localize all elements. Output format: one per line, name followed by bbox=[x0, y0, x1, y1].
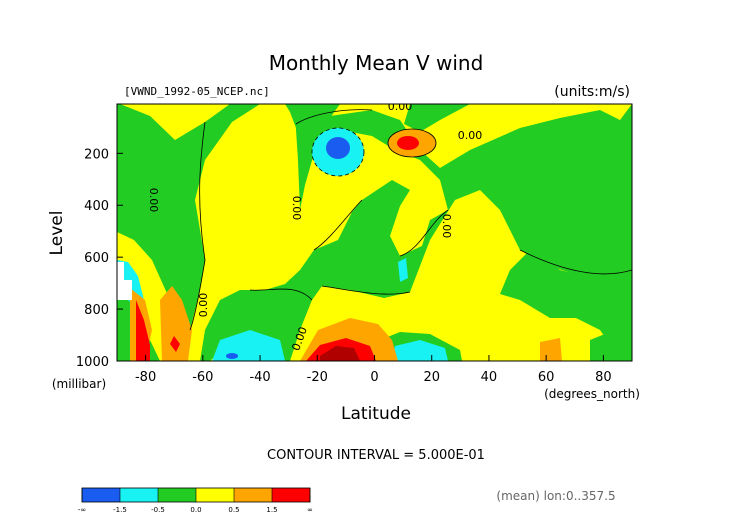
y-tick-label: 1000 bbox=[76, 355, 109, 370]
region-strong-positive-upper bbox=[397, 136, 419, 150]
colorbar-swatch bbox=[272, 488, 310, 502]
colorbar-swatch bbox=[158, 488, 196, 502]
colorbar-tick-label: 0.0 bbox=[190, 506, 201, 514]
region-positive-southwest bbox=[160, 286, 192, 361]
colorbar-swatch bbox=[196, 488, 234, 502]
contour-line bbox=[519, 249, 632, 275]
contour-line bbox=[189, 121, 206, 331]
x-tick-label: -40 bbox=[249, 370, 270, 385]
y-axis-label: Level bbox=[47, 211, 67, 256]
chart-title: Monthly Mean V wind bbox=[269, 51, 484, 75]
region-weak-negative-west bbox=[117, 104, 260, 330]
x-tick-label: -60 bbox=[192, 370, 213, 385]
contour-interval-text: CONTOUR INTERVAL = 5.000E-01 bbox=[267, 448, 485, 463]
colorbar-tick-label: -1.5 bbox=[113, 506, 127, 514]
x-tick-label: 20 bbox=[423, 370, 440, 385]
x-tick-label: 40 bbox=[481, 370, 498, 385]
x-tick-label: 0 bbox=[370, 370, 378, 385]
region-strong-positive-sw bbox=[136, 300, 150, 361]
y-tick-label: 200 bbox=[84, 147, 109, 162]
contour-value-label: 0.00 bbox=[458, 129, 483, 142]
x-tick-label: 60 bbox=[538, 370, 555, 385]
contour-plot-area: 0.000.000.00 0.000.000.000.000.00 bbox=[117, 100, 642, 361]
region-weak-negative-se bbox=[590, 332, 632, 361]
contour-value-label: 0.00 bbox=[629, 246, 642, 271]
colorbar-tick-label: 0.5 bbox=[228, 506, 239, 514]
colorbar-tick-label: -0.5 bbox=[151, 506, 165, 514]
colorbar-tick-label: ∞ bbox=[307, 506, 313, 514]
x-axis-unit-label: (degrees_north) bbox=[544, 387, 640, 401]
region-negative-small bbox=[398, 258, 408, 282]
colorbar-tick-label: -∞ bbox=[78, 506, 86, 514]
region-strong-negative-south bbox=[226, 353, 238, 359]
x-tick-label: -80 bbox=[135, 370, 156, 385]
y-axis: 200 400 600 800 1000 bbox=[76, 147, 123, 370]
contour-line bbox=[321, 285, 411, 295]
units-label: (units:m/s) bbox=[554, 84, 630, 100]
contour-value-label: 0.00 bbox=[147, 188, 160, 213]
x-tick-label: 80 bbox=[595, 370, 612, 385]
x-axis-label: Latitude bbox=[341, 404, 411, 424]
contour-line bbox=[387, 128, 437, 158]
region-negative-south-b bbox=[392, 340, 448, 361]
contour-value-label: 0.00 bbox=[388, 100, 413, 113]
x-axis: -80 -60 -40 -20 0 20 40 60 80 bbox=[135, 355, 612, 385]
region-strong-positive-small bbox=[170, 336, 180, 352]
dataset-label: [VWND_1992-05_NCEP.nc] bbox=[124, 85, 270, 98]
contour-line-dashed bbox=[311, 127, 365, 177]
region-weak-negative-upper bbox=[404, 104, 470, 132]
y-tick-label: 600 bbox=[84, 251, 109, 266]
contour-line bbox=[399, 209, 449, 257]
x-tick-label: -20 bbox=[307, 370, 328, 385]
region-missing bbox=[117, 262, 132, 300]
y-tick-label: 400 bbox=[84, 199, 109, 214]
region-extreme-positive bbox=[320, 346, 360, 361]
colorbar-swatch bbox=[82, 488, 120, 502]
y-axis-unit-label: (millibar) bbox=[52, 377, 106, 391]
region-weak-negative-east bbox=[500, 250, 632, 361]
colorbar-swatch bbox=[234, 488, 272, 502]
colorbar-swatch bbox=[120, 488, 158, 502]
contour-value-label: 0.00 bbox=[290, 196, 303, 221]
contour-value-label: 0.00 bbox=[440, 214, 453, 239]
colorbar-tick-label: 1.5 bbox=[266, 506, 277, 514]
region-positive-se bbox=[540, 338, 562, 361]
y-tick-label: 800 bbox=[84, 303, 109, 318]
contour-value-label: 0.00 bbox=[197, 293, 210, 318]
contour-line bbox=[249, 288, 313, 301]
mean-note: (mean) lon:0..357.5 bbox=[496, 489, 615, 503]
region-strong-negative bbox=[326, 137, 350, 159]
colorbar: -∞ -1.5 -0.5 0.0 0.5 1.5 ∞ bbox=[78, 487, 313, 514]
contour-line bbox=[313, 199, 363, 251]
contour-line bbox=[295, 109, 373, 125]
